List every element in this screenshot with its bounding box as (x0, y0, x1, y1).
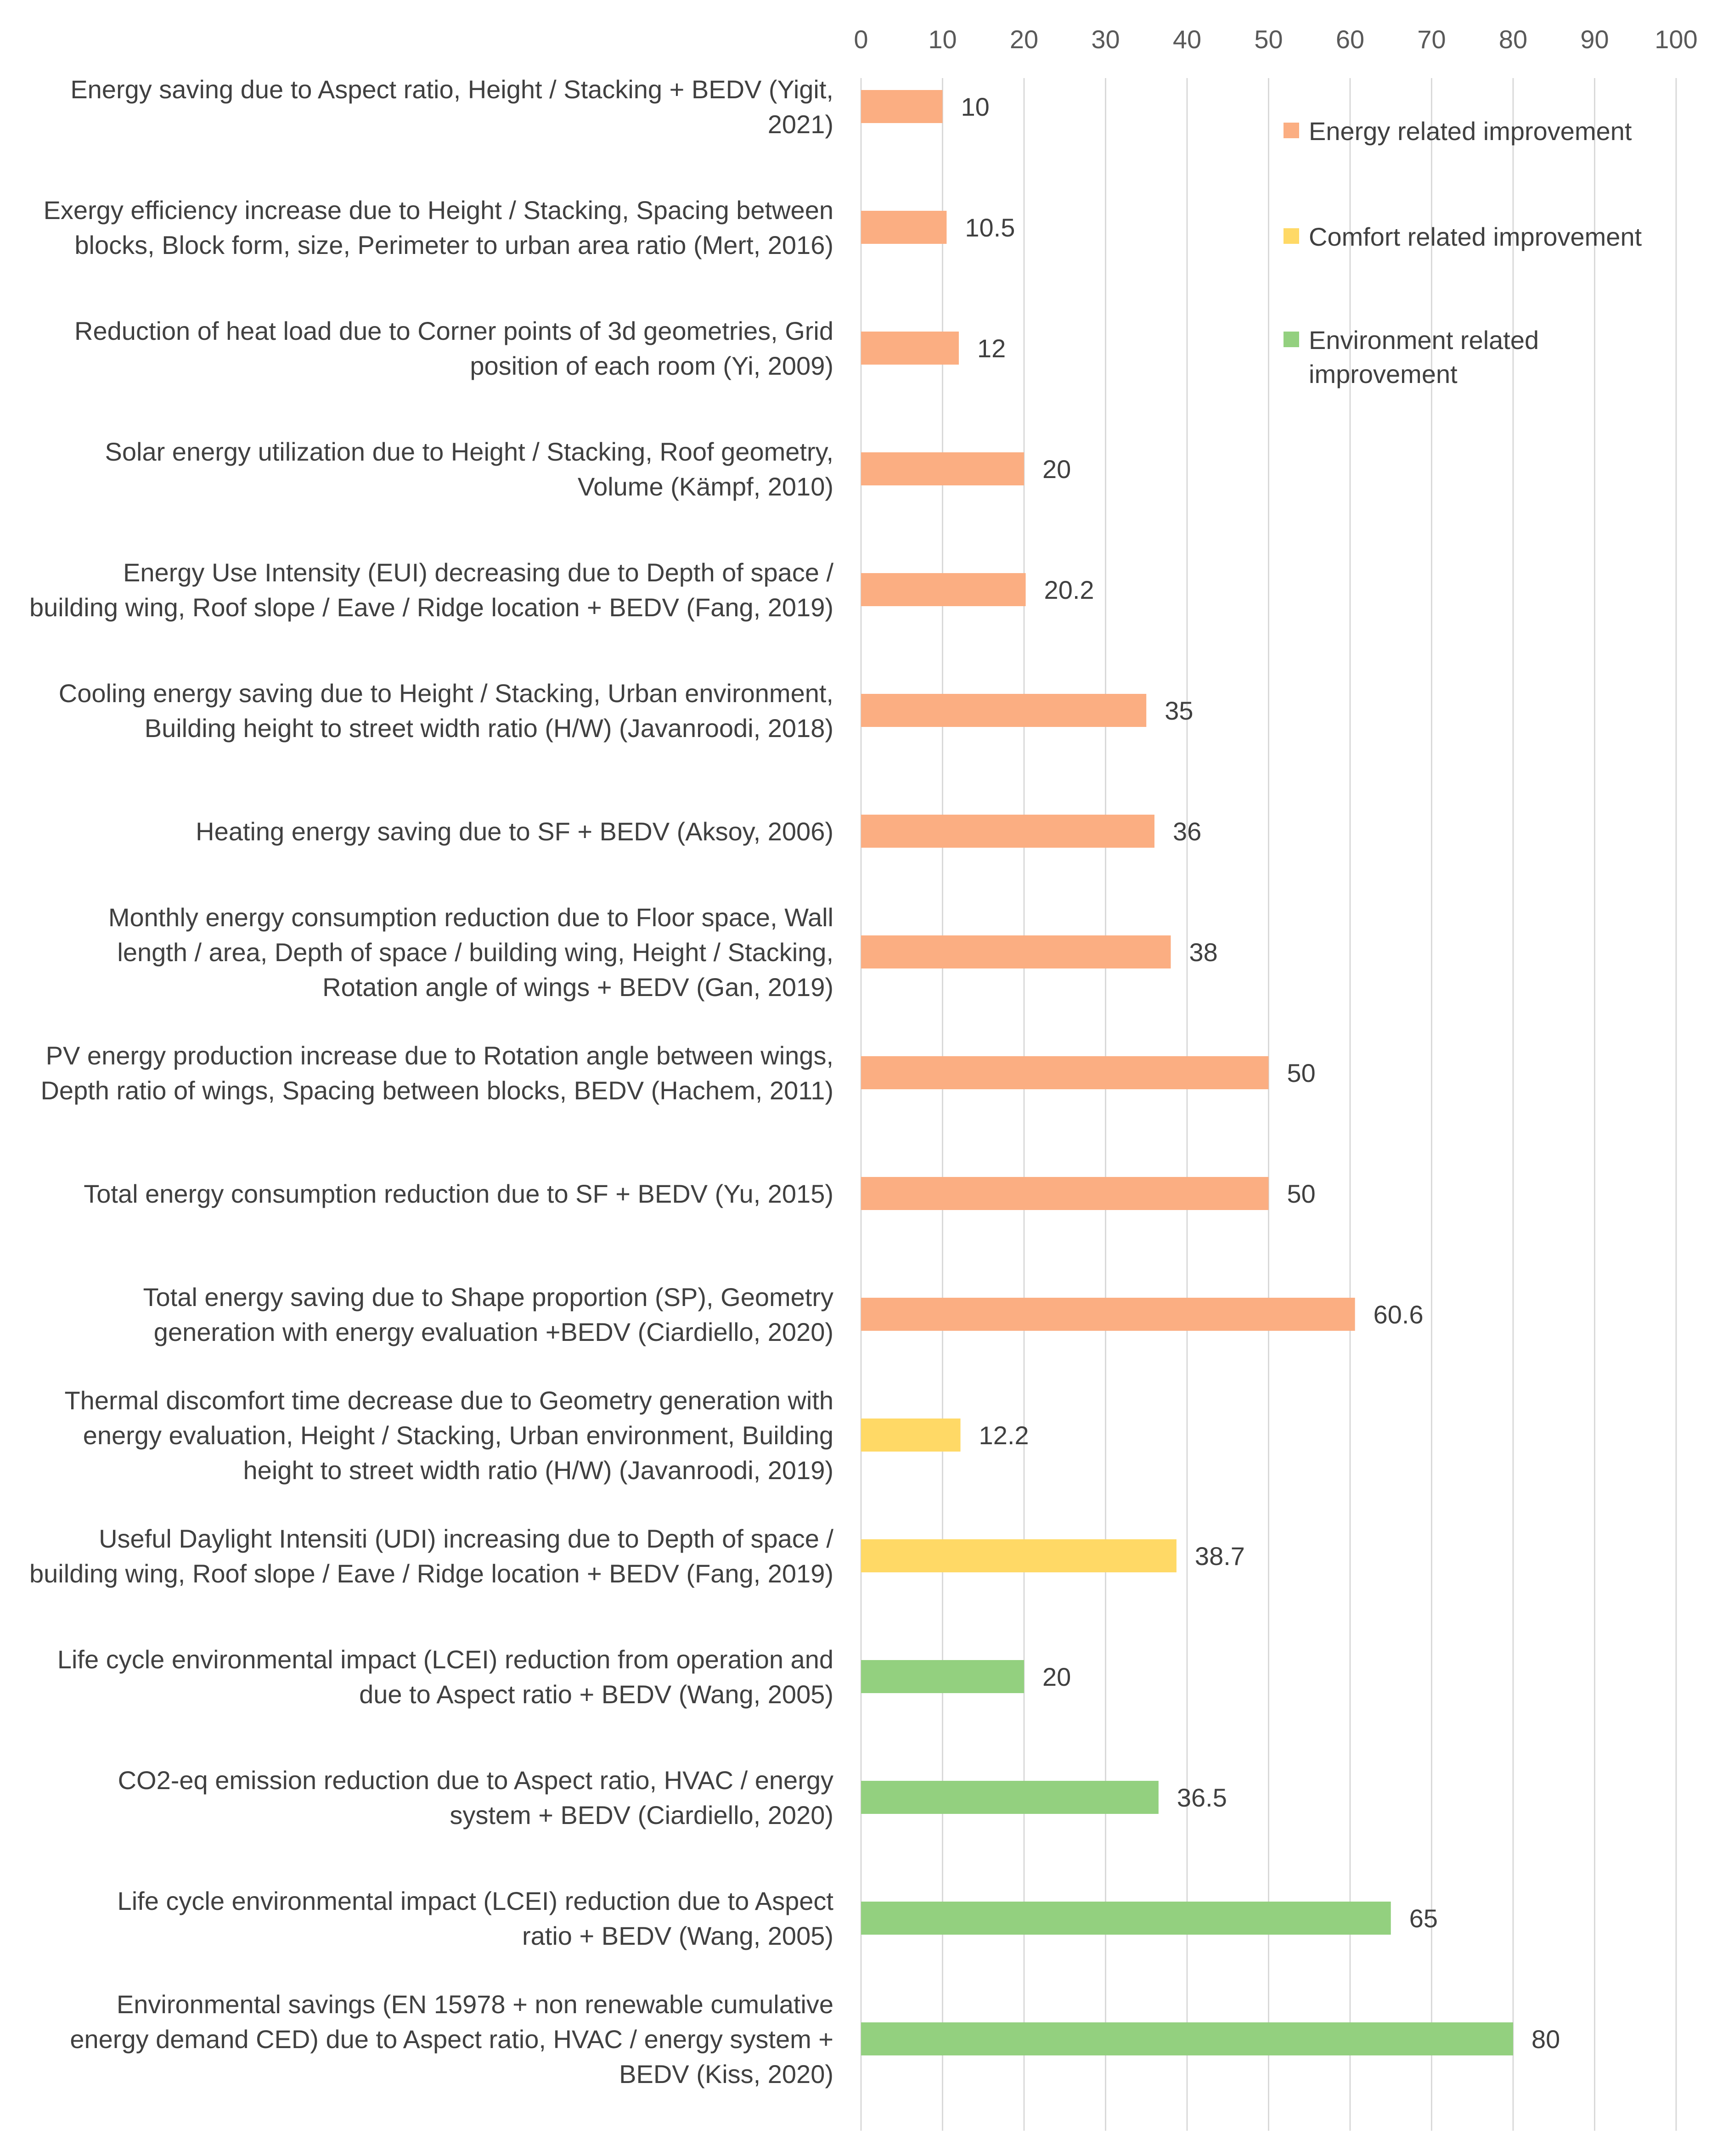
bar (861, 2022, 1513, 2055)
legend-label: Energy related improvement (1309, 117, 1632, 146)
bar (861, 1781, 1159, 1814)
bar (861, 935, 1171, 968)
bar-value-label: 36 (1173, 817, 1201, 846)
bar (861, 1660, 1024, 1693)
legend-label: Comfort related improvement (1309, 222, 1642, 251)
category-label: Heating energy saving due to SF + BEDV (… (196, 817, 833, 846)
bar-value-label: 35 (1165, 696, 1193, 725)
x-tick-label: 30 (1091, 25, 1120, 54)
bar-value-label: 12.2 (979, 1421, 1029, 1450)
category-label: Monthly energy consumption reduction due… (108, 903, 833, 1002)
bar-value-label: 10.5 (965, 213, 1015, 242)
bar (861, 211, 947, 244)
bars (861, 90, 1513, 2055)
bar (861, 1056, 1269, 1089)
category-label: Exergy efficiency increase due to Height… (44, 196, 833, 259)
x-tick-label: 0 (854, 25, 868, 54)
bar-value-label: 38.7 (1195, 1542, 1245, 1571)
bar (861, 1177, 1269, 1210)
bar (861, 90, 943, 123)
category-label: Cooling energy saving due to Height / St… (59, 679, 833, 743)
bar-value-label: 12 (977, 334, 1006, 363)
x-tick-label: 60 (1336, 25, 1364, 54)
bar-value-label: 20.2 (1044, 575, 1094, 604)
category-label: Reduction of heat load due to Corner poi… (74, 316, 833, 380)
bar (861, 332, 959, 365)
bar-value-label: 36.5 (1177, 1783, 1227, 1812)
bar (861, 1539, 1177, 1572)
bar-value-label: 10 (961, 92, 990, 121)
category-label: Solar energy utilization due to Height /… (105, 437, 833, 501)
bar-value-label: 50 (1287, 1179, 1316, 1208)
category-label: Total energy consumption reduction due t… (84, 1179, 833, 1208)
bar (861, 573, 1026, 606)
bar (861, 815, 1154, 848)
bar-value-label: 20 (1042, 1662, 1071, 1691)
bar (861, 1902, 1391, 1935)
category-label: Thermal discomfort time decrease due to … (64, 1386, 833, 1485)
bar-value-label: 38 (1189, 938, 1218, 967)
category-label: CO2-eq emission reduction due to Aspect … (118, 1766, 833, 1830)
bar-value-label: 50 (1287, 1058, 1316, 1087)
data-labels: 10 10.5 12 20 20.2 35 36 38 50 50 60.6 12.2 38.7 20 36… (961, 92, 1560, 2054)
category-label: Life cycle environmental impact (LCEI) r… (118, 1886, 834, 1950)
bar (861, 1419, 961, 1452)
category-labels: Energy saving due to Aspect ratio, Heigh… (29, 75, 833, 2088)
x-tick-label: 40 (1173, 25, 1201, 54)
x-tick-label: 70 (1417, 25, 1446, 54)
x-tick-label: 90 (1580, 25, 1609, 54)
category-label: Total energy saving due to Shape proport… (143, 1283, 834, 1346)
x-tick-label: 10 (928, 25, 957, 54)
x-tick-label: 100 (1655, 25, 1697, 54)
bar-value-label: 60.6 (1374, 1300, 1424, 1329)
category-label: PV energy production increase due to Rot… (40, 1041, 833, 1105)
bar (861, 1298, 1355, 1331)
bar (861, 694, 1147, 727)
x-tick-label: 50 (1254, 25, 1283, 54)
bar (861, 452, 1024, 485)
category-label: Useful Daylight Intensiti (UDI) increasi… (29, 1524, 833, 1588)
legend-swatch (1284, 228, 1299, 244)
x-axis-tick-labels: 0 10 20 30 40 50 60 70 80 90 100 (854, 25, 1697, 54)
x-tick-label: 20 (1010, 25, 1038, 54)
bar-value-label: 65 (1409, 1904, 1438, 1933)
category-label: Environmental savings (EN 15978 + non re… (70, 1990, 833, 2088)
legend-swatch (1284, 332, 1299, 347)
category-label: Energy saving due to Aspect ratio, Heigh… (70, 75, 833, 139)
legend: Energy related improvement Comfort relate… (1284, 117, 1642, 388)
gridlines (860, 78, 1677, 2131)
legend-swatch (1284, 123, 1299, 138)
bar-value-label: 80 (1531, 2025, 1560, 2054)
bar-value-label: 20 (1042, 455, 1071, 484)
x-tick-label: 80 (1499, 25, 1527, 54)
legend-label: Environment related improvement (1309, 326, 1539, 388)
category-label: Energy Use Intensity (EUI) decreasing du… (29, 558, 833, 622)
category-label: Life cycle environmental impact (LCEI) r… (57, 1645, 833, 1709)
